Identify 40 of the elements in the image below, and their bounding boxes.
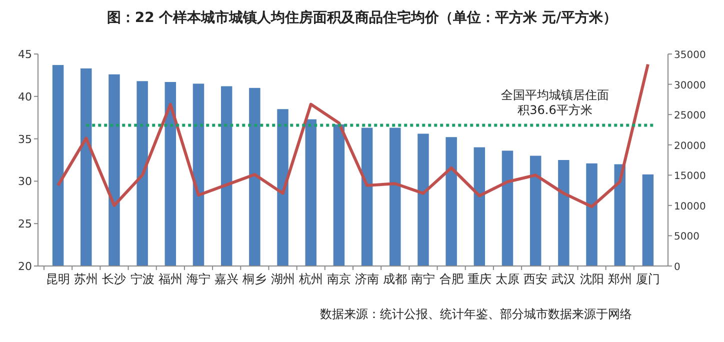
line-series	[56, 62, 650, 208]
x-tick-label: 湖州	[270, 272, 295, 286]
x-tick-label: 沈阳	[580, 272, 604, 286]
x-tick-label: 宁波	[130, 272, 154, 286]
x-tick-label: 郑州	[608, 272, 632, 286]
x-tick-label: 福州	[158, 272, 182, 286]
x-tick-label: 武汉	[552, 272, 576, 286]
y2-tick-label: 0	[674, 262, 680, 273]
chart-title: 图：22 个样本城市城镇人均住房面积及商品住宅均价（单位：平方米 元/平方米）	[106, 9, 618, 26]
x-tick-label: 济南	[355, 272, 380, 286]
y2-tick-label: 35000	[674, 50, 706, 61]
x-tick-label: 太原	[496, 272, 520, 286]
x-tick-label: 海宁	[186, 272, 210, 286]
y2-tick-label: 25000	[674, 110, 706, 122]
x-tick-label: 桐乡	[242, 272, 267, 286]
y2-tick-label: 20000	[674, 140, 706, 152]
y2-tick-label: 15000	[674, 171, 706, 182]
source-note: 数据来源：统计公报、统计年鉴、部分城市数据来源于网络	[320, 307, 632, 321]
x-tick-label: 长沙	[102, 272, 126, 286]
y-tick-label: 20	[18, 260, 32, 273]
x-tick-label: 重庆	[467, 272, 492, 286]
x-tick-label: 嘉兴	[214, 272, 239, 286]
x-tick-label: 西安	[524, 272, 548, 286]
y2-tick-label: 30000	[674, 80, 706, 92]
y2-tick-label: 10000	[674, 201, 706, 212]
x-tick-label: 南宁	[411, 272, 436, 286]
x-tick-label: 成都	[383, 272, 408, 286]
y-tick-label: 45	[18, 48, 32, 61]
y-tick-label: 25	[18, 218, 32, 231]
x-tick-label: 杭州	[298, 272, 323, 286]
x-tick-label: 苏州	[74, 272, 98, 286]
y-tick-label: 30	[18, 175, 32, 188]
ref-line-label: 全国平均城镇居住面积36.6平方米	[501, 88, 609, 118]
y-tick-label: 40	[18, 90, 32, 104]
y2-tick-label: 5000	[674, 232, 700, 243]
x-tick-label: 合肥	[439, 272, 464, 286]
x-tick-label: 南京	[326, 272, 351, 286]
x-tick-label: 厦门	[636, 272, 660, 286]
x-tick-label: 昆明	[46, 272, 70, 286]
y-tick-label: 35	[18, 132, 32, 146]
